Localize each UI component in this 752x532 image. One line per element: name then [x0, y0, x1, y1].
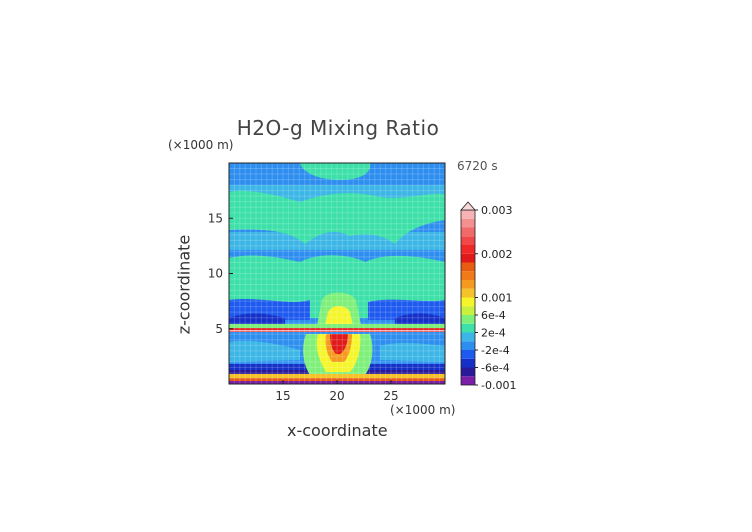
plot-area [229, 163, 445, 384]
colorbar-segment [461, 227, 475, 237]
y-tick-label: 10 [208, 267, 223, 281]
x-tick-label: 15 [275, 389, 290, 403]
contour-navy-right [395, 313, 445, 326]
colorbar-segment [461, 262, 475, 272]
colorbar-segment [461, 341, 475, 350]
colorbar-segment [461, 332, 475, 342]
colorbar-label: 0.002 [481, 248, 513, 261]
colorbar-label: 6e-4 [481, 309, 506, 322]
x-tick-label: 20 [329, 389, 344, 403]
lower-cyan-right [380, 342, 445, 362]
x-unit-label: (×1000 m) [390, 403, 456, 417]
x-tick-label: 25 [383, 389, 398, 403]
colorbar-segment [461, 297, 475, 307]
contour-navy-left [229, 313, 285, 326]
x-ticks: 15 20 25 [275, 380, 399, 403]
surface-orange [229, 378, 445, 381]
colorbar-extend-arrow [460, 201, 476, 211]
colorbar-segment [461, 218, 475, 228]
colorbar-label: 2e-4 [481, 327, 506, 340]
y-ticks: 5 10 15 [208, 211, 233, 336]
colorbar-segment [461, 315, 475, 324]
grid-lines [229, 163, 445, 384]
contour-green-top [300, 163, 371, 180]
plume-lower-red [330, 334, 348, 354]
colorbar-segment [461, 253, 475, 263]
colorbar-segment [461, 350, 475, 359]
layer-green [229, 324, 445, 330]
time-label: 6720 s [457, 159, 498, 173]
lower-cyan-left [229, 340, 300, 362]
x-axis-label: x-coordinate [287, 421, 388, 440]
colorbar-label: 0.003 [481, 204, 513, 217]
colorbar-segment [461, 271, 475, 280]
colorbar-label: 0.001 [481, 292, 513, 305]
colorbar-segment [461, 323, 475, 333]
colorbar-segment [461, 358, 475, 368]
colorbar-segment [461, 245, 475, 254]
y-tick-label: 15 [208, 211, 223, 225]
y-tick-label: 5 [215, 322, 223, 336]
colorbar-segment [461, 288, 475, 298]
surface-yellow [229, 374, 445, 380]
colorbar-segment [461, 376, 475, 385]
colorbar-segment [461, 367, 475, 377]
colorbar-segment [461, 210, 475, 219]
colorbar-segment [461, 280, 475, 289]
colorbar-label: -2e-4 [481, 344, 510, 357]
colorbar-label: -6e-4 [481, 362, 510, 375]
contour-green-upper [229, 190, 445, 244]
colorbar-segment [461, 236, 475, 245]
colorbar-segment [461, 306, 475, 315]
chart-title: H2O-g Mixing Ratio [236, 116, 440, 140]
layer-pink [229, 330, 445, 332]
colorbar-label: -0.001 [481, 379, 516, 392]
colorbar: 0.003 0.002 0.001 6e-4 2e-4 -2e-4 -6e-4 -0.001 [460, 201, 516, 392]
y-unit-label: (×1000 m) [168, 138, 234, 152]
